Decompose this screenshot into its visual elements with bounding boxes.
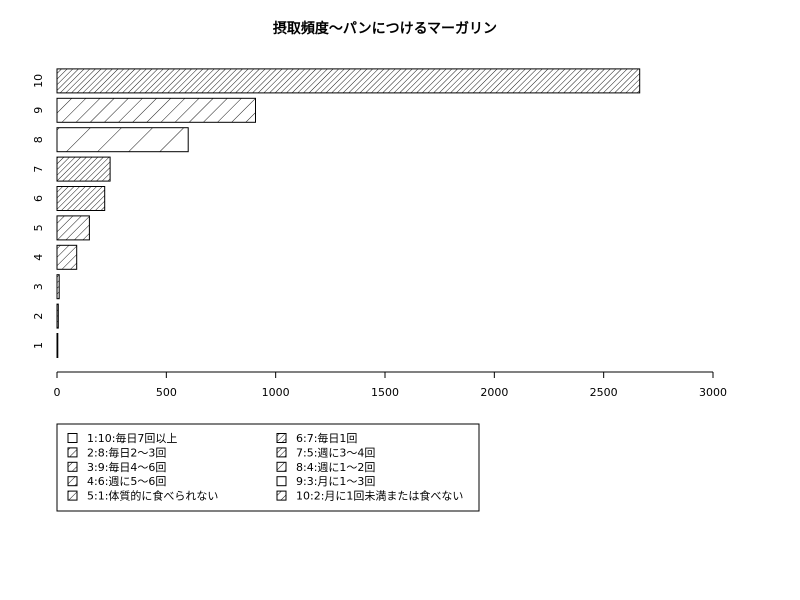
x-tick-label-1000: 1000 [262, 386, 290, 399]
y-tick-label-3: 3 [32, 283, 45, 290]
legend-swatch-10 [276, 490, 287, 501]
legend-label-8: 8:4:週に1～2回 [296, 461, 375, 474]
legend-label-2: 2:8:毎日2～3回 [87, 446, 166, 459]
y-tick-label-10: 10 [32, 74, 45, 88]
y-tick-label-8: 8 [32, 136, 45, 143]
chart-title: 摂取頻度～パンにつけるマーガリン [273, 20, 497, 37]
bar-1 [56, 333, 59, 358]
legend-swatch-2 [67, 447, 78, 458]
y-axis: 1 2 3 4 5 6 7 8 9 10 [32, 74, 45, 349]
bar-3 [56, 274, 60, 300]
x-tick-label-0: 0 [54, 386, 61, 399]
legend-swatch-3 [67, 461, 78, 472]
legend-label-4: 4:6:週に5～6回 [87, 475, 166, 488]
legend-swatch-7 [276, 447, 287, 458]
legend-label-10: 10:2:月に1回未満または食べない [296, 489, 463, 503]
bar-2 [56, 303, 59, 329]
legend-swatch-4 [67, 476, 78, 487]
x-tick-label-1500: 1500 [371, 386, 399, 399]
y-tick-label-7: 7 [32, 166, 45, 173]
legend-label-5: 5:1:体質的に食べられない [87, 489, 218, 503]
legend-label-7: 7:5:週に3～4回 [296, 446, 375, 459]
y-tick-label-6: 6 [32, 195, 45, 202]
y-tick-label-5: 5 [32, 224, 45, 231]
x-axis: 0 500 1000 1500 2000 2500 3000 [54, 371, 727, 399]
x-tick-label-2500: 2500 [590, 386, 618, 399]
legend-box [56, 423, 480, 512]
legend-swatch-8 [276, 461, 287, 472]
x-tick-label-2000: 2000 [480, 386, 508, 399]
bar-6 [56, 186, 106, 211]
y-tick-label-9: 9 [32, 107, 45, 114]
bar-5 [56, 215, 90, 241]
legend-label-1: 1:10:毎日7回以上 [87, 432, 177, 445]
y-tick-label-1: 1 [32, 342, 45, 349]
y-tick-label-4: 4 [32, 254, 45, 261]
legend-swatch-9 [276, 476, 287, 487]
bar-8 [56, 127, 189, 153]
bars-group [56, 68, 641, 358]
bar-9 [56, 97, 256, 123]
bar-7 [56, 156, 111, 182]
legend-swatch-5 [67, 490, 78, 501]
legend-swatch-6 [276, 433, 287, 443]
y-tick-label-2: 2 [32, 313, 45, 320]
legend-swatch-1 [67, 433, 78, 443]
legend-label-3: 3:9:毎日4～6回 [87, 461, 166, 474]
bar-4 [56, 244, 78, 270]
legend-label-9: 9:3:月に1～3回 [296, 475, 375, 488]
bar-10 [56, 68, 641, 94]
legend-label-6: 6:7:毎日1回 [296, 432, 357, 445]
x-tick-label-3000: 3000 [699, 386, 727, 399]
x-tick-label-500: 500 [156, 386, 177, 399]
